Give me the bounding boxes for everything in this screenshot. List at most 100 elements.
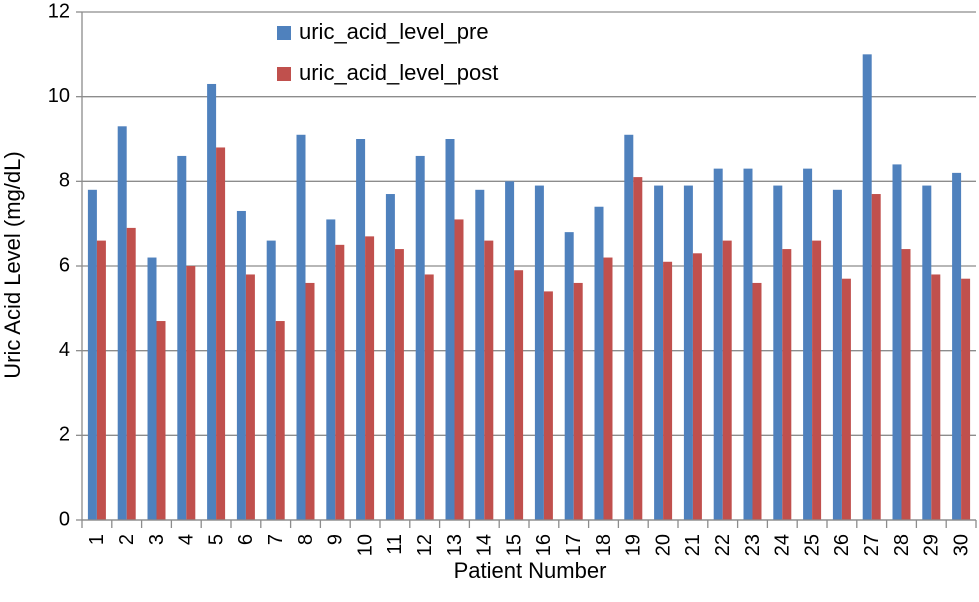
x-tick-label: 27 — [861, 534, 883, 556]
bar-post — [186, 266, 196, 520]
bar-pre — [803, 168, 813, 520]
bar-post — [156, 321, 166, 520]
legend-label-pre: uric_acid_level_pre — [299, 19, 489, 44]
x-tick-label: 4 — [176, 534, 198, 545]
bar-pre — [415, 155, 425, 520]
axes — [81, 12, 976, 521]
bar-pre — [952, 172, 962, 520]
bar-post — [722, 240, 732, 520]
bar-post — [365, 236, 375, 520]
bar-post — [841, 278, 851, 520]
bar-pre — [356, 139, 366, 520]
bar-post — [245, 274, 255, 520]
legend-label-post: uric_acid_level_post — [299, 60, 498, 85]
bar-post — [961, 278, 971, 520]
x-tick-label: 18 — [593, 534, 615, 556]
bar-post — [394, 249, 404, 521]
x-tick-label: 17 — [563, 534, 585, 556]
bar-post — [305, 282, 315, 520]
x-tick-label: 19 — [623, 534, 645, 556]
bar-pre — [147, 257, 157, 520]
x-tick-label: 13 — [444, 534, 466, 556]
bar-pre — [922, 185, 932, 521]
bar-post — [931, 274, 941, 520]
bar-pre — [683, 185, 693, 521]
x-tick-label: 14 — [474, 534, 496, 556]
bar-post — [216, 147, 226, 520]
bar-pre — [743, 168, 753, 520]
bar-post — [692, 253, 702, 521]
x-tick-label: 30 — [950, 534, 972, 556]
x-tick-label: 25 — [801, 534, 823, 556]
bar-post — [663, 261, 673, 520]
bar-pre — [624, 134, 634, 520]
bar-post — [543, 291, 553, 520]
bar-pre — [832, 189, 842, 521]
bars — [87, 54, 971, 521]
bar-pre — [713, 168, 723, 520]
y-tick-label: 2 — [59, 424, 70, 446]
bar-pre — [594, 206, 604, 520]
y-tick-label: 8 — [59, 170, 70, 192]
bar-pre — [87, 189, 97, 521]
x-tick-label: 5 — [205, 534, 227, 545]
x-tick-label: 1 — [86, 534, 108, 545]
x-tick-label: 11 — [384, 534, 406, 555]
legend-swatch-pre — [277, 26, 291, 40]
x-tick-label: 8 — [295, 534, 317, 545]
x-tick-label: 28 — [891, 534, 913, 556]
x-tick-label: 10 — [354, 534, 376, 556]
y-tick-label: 0 — [59, 508, 70, 530]
bar-post — [275, 321, 285, 520]
x-tick-label: 26 — [831, 534, 853, 556]
bar-pre — [207, 83, 217, 520]
bar-post — [96, 240, 106, 520]
x-tick-label: 15 — [503, 534, 525, 556]
x-axis-title: Patient Number — [454, 558, 607, 583]
bar-pre — [385, 194, 395, 521]
x-tick-label: 22 — [712, 534, 734, 556]
bar-post — [752, 282, 762, 520]
gridlines — [76, 11, 977, 528]
bar-pre — [892, 164, 902, 520]
bar-post — [484, 240, 494, 520]
x-tick-label: 2 — [116, 534, 138, 545]
bar-post — [454, 219, 464, 520]
bar-pre — [475, 189, 485, 521]
bar-pre — [266, 240, 276, 520]
bar-pre — [654, 185, 664, 521]
bar-pre — [773, 185, 783, 521]
bar-post — [782, 249, 792, 521]
y-axis-title: Uric Acid Level (mg/dL) — [0, 151, 25, 378]
x-tick-label: 16 — [533, 534, 555, 556]
bar-pre — [326, 219, 336, 520]
bar-post — [901, 249, 911, 521]
bar-pre — [236, 210, 246, 520]
bar-post — [871, 194, 881, 521]
legend: uric_acid_level_pre uric_acid_level_post — [277, 19, 498, 85]
x-tick-label: 29 — [921, 534, 943, 556]
bar-pre — [445, 139, 455, 520]
y-tick-label: 10 — [48, 85, 70, 107]
x-tick-label: 3 — [146, 534, 168, 545]
bar-pre — [564, 232, 574, 520]
bar-post — [573, 282, 583, 520]
legend-swatch-post — [277, 67, 291, 81]
bar-pre — [177, 155, 187, 520]
bar-post — [514, 270, 524, 520]
x-tick-label: 7 — [265, 534, 287, 545]
bar-post — [633, 177, 643, 520]
y-tick-label: 4 — [59, 339, 70, 361]
y-tick-label: 6 — [59, 254, 70, 276]
x-tick-label: 20 — [652, 534, 674, 556]
bar-pre — [534, 185, 544, 521]
bar-post — [126, 227, 136, 520]
bar-post — [603, 257, 613, 520]
bar-post — [812, 240, 822, 520]
bar-pre — [296, 134, 306, 520]
bar-post — [335, 244, 345, 521]
bar-pre — [117, 126, 127, 521]
bar-pre — [505, 181, 515, 521]
